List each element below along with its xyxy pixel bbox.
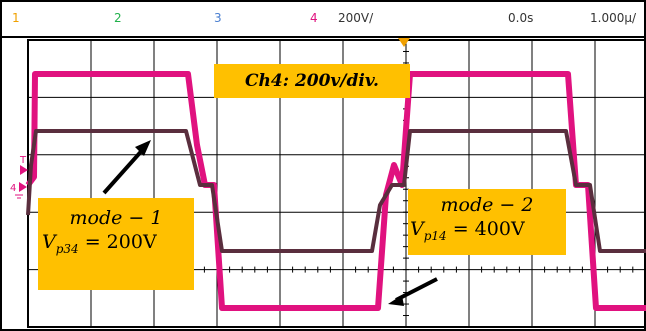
channel-3-label[interactable]: 3 [214, 11, 222, 25]
ch4-scale-readout: 200V/ [338, 11, 374, 25]
trigger-time-readout: 0.0s [508, 11, 534, 25]
mode1-voltage-value: = 200V [78, 231, 157, 253]
mode2-voltage-value: = 400V [446, 218, 525, 240]
mode1-annotation: mode − 1 Vp34 = 200V [38, 198, 194, 290]
mode2-voltage-symbol: V [410, 218, 424, 240]
mode2-arrow [395, 277, 438, 302]
mode2-arrowhead [388, 295, 404, 306]
ch4-ground-marker [19, 182, 27, 192]
channel-4-label[interactable]: 4 [310, 11, 318, 25]
ch4-ground-marker-label: 4 [10, 183, 16, 194]
mode1-voltage-subscript: p34 [55, 241, 79, 256]
mode1-title: mode − 1 [69, 207, 163, 229]
mode1-arrowhead [135, 140, 151, 156]
mode2-annotation: mode − 2 Vp14 = 400V [408, 189, 566, 255]
mode2-title: mode − 2 [440, 194, 534, 216]
trigger-position-marker [398, 38, 410, 47]
trigger-marker-label: T [19, 155, 27, 166]
mode2-voltage-subscript: p14 [423, 228, 447, 243]
mode1-arrow [102, 144, 148, 195]
trigger-level-marker [20, 165, 28, 175]
channel-2-label[interactable]: 2 [114, 11, 122, 25]
ch4-scale-note: Ch4: 200v/div. [214, 64, 410, 98]
mode1-voltage-symbol: V [42, 231, 56, 253]
timebase-readout: 1.000µ/ [590, 11, 637, 25]
vp34-trace [26, 129, 646, 253]
channel-1-label[interactable]: 1 [12, 11, 20, 25]
